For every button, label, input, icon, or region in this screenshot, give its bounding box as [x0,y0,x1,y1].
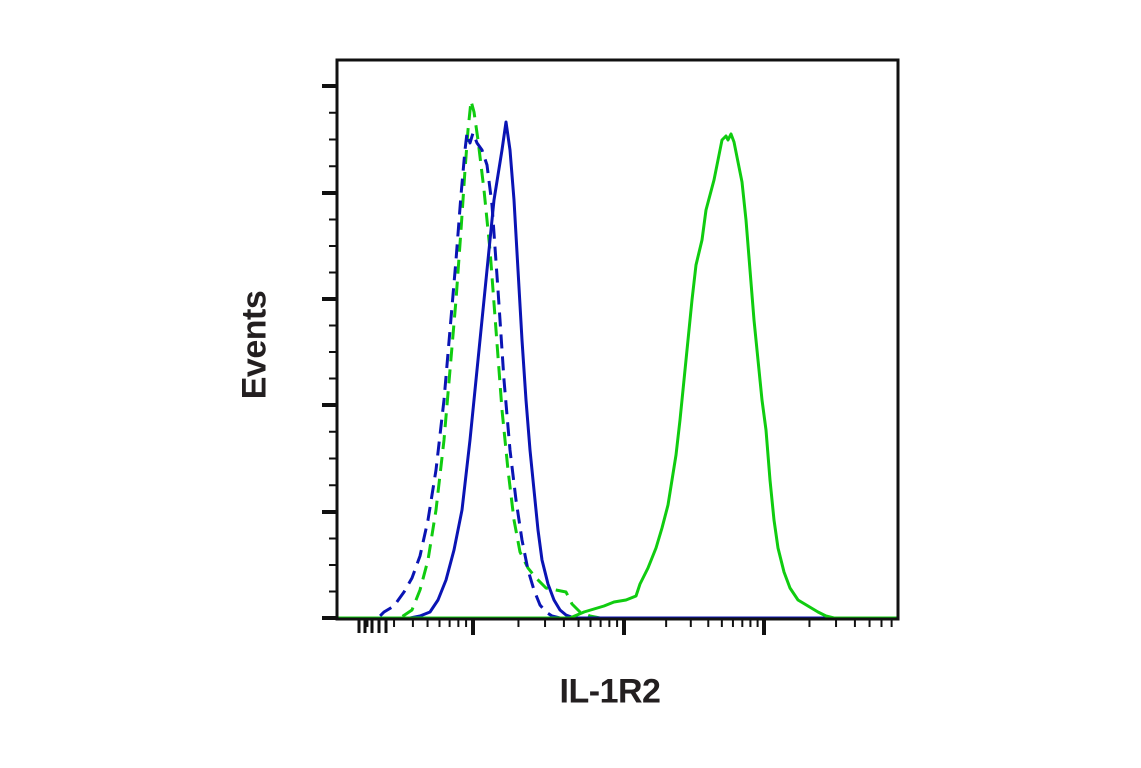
data-series [337,99,898,620]
series-blue-solid [337,120,898,620]
series-blue-dashed [337,131,898,620]
series-green-dashed [337,99,898,620]
plot-frame [335,58,900,621]
x-axis-label: IL-1R2 [559,672,661,711]
series-green-solid [337,132,898,620]
x-axis-ticks [357,619,893,635]
y-axis-ticks [322,84,337,620]
y-axis-label: Events [235,290,274,400]
